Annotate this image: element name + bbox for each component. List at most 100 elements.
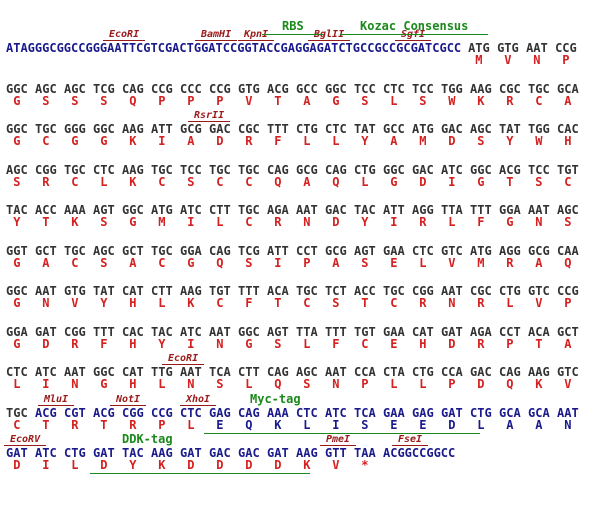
codon: GGA (6, 324, 28, 339)
amino-acid: S (361, 255, 369, 270)
amino-acid: G (13, 336, 21, 351)
restriction-site: BamHI (195, 30, 238, 41)
amino-acid: I (42, 458, 50, 472)
amino-acid: N (42, 296, 50, 310)
amino-acid: Y (506, 134, 514, 148)
codon: CGG (412, 284, 434, 298)
codon: TCC (412, 81, 434, 96)
amino-acid: C (71, 174, 79, 189)
codon: CTG (296, 122, 318, 136)
codon: GTC (557, 365, 579, 379)
codon: TCG (238, 243, 260, 258)
amino-acid: T (535, 336, 543, 351)
amino-acid: G (129, 215, 137, 229)
codon: CAG (267, 365, 289, 379)
amino-acid: D (477, 377, 485, 391)
amino-acid: A (332, 255, 340, 270)
codon: AAG (528, 365, 550, 379)
codon: ATC (325, 405, 347, 420)
amino-acid: L (13, 377, 21, 391)
codon: TCC (528, 162, 550, 177)
codon: GAA (383, 324, 405, 339)
amino-acid: P (158, 417, 166, 432)
amino-acid: M (419, 134, 427, 148)
tag-underline (90, 473, 310, 474)
tag-underline (204, 432, 480, 434)
amino-acid: Y (100, 296, 108, 310)
codon: CTC (296, 405, 318, 420)
amino-acid: C (71, 255, 79, 270)
amino-acid: T (42, 417, 50, 432)
amino-acid: S (13, 174, 21, 189)
codon: ATG (470, 243, 492, 258)
amino-acid: I (187, 215, 195, 229)
codon: GAC (238, 446, 260, 460)
amino-acid: I (332, 417, 340, 432)
codon: GAT (267, 446, 289, 460)
codon: ATG (151, 203, 173, 217)
amino-acid: R (477, 336, 485, 351)
restriction-site: FseI (392, 435, 429, 446)
codon: AAG (180, 284, 202, 298)
codon: CTA (383, 365, 405, 379)
amino-acid: R (71, 417, 79, 432)
amino-acid: I (42, 377, 50, 391)
codon: TCC (180, 162, 202, 177)
amino-acid: Y (158, 336, 166, 351)
amino-acid: M (475, 53, 483, 67)
amino-acid: E (390, 255, 398, 270)
amino-acid: G (13, 296, 21, 310)
amino-acid: L (332, 134, 340, 148)
amino-acid: K (477, 93, 485, 108)
amino-acid: G (390, 174, 398, 189)
amino-acid: Q (245, 417, 253, 432)
codon: GCA (499, 405, 521, 420)
amino-acid: P (562, 53, 570, 67)
amino-acid: L (100, 174, 108, 189)
restriction-site: MluI (38, 394, 75, 406)
codon: TAT (93, 284, 115, 298)
codon: ATC (180, 203, 202, 217)
codon: GAC (441, 122, 463, 136)
codon: GAT (35, 324, 57, 339)
amino-acid: R (71, 336, 79, 351)
amino-acid: N (533, 53, 541, 67)
codon: TGC (64, 243, 86, 258)
amino-acid: K (129, 174, 137, 189)
amino-acid: D (448, 336, 456, 351)
amino-acid: T (361, 296, 369, 310)
amino-acid: V (71, 296, 79, 310)
amino-acid: S (361, 93, 369, 108)
codon: GAT (6, 446, 28, 460)
codon: AAG (470, 81, 492, 96)
amino-acid: R (274, 215, 282, 229)
codon: TTT (267, 122, 289, 136)
amino-acid: S (564, 215, 572, 229)
amino-acid: V (564, 377, 572, 391)
codon: GGC (122, 203, 144, 217)
codon: TGT (209, 284, 231, 298)
amino-acid: H (564, 134, 572, 148)
codon: CTT (151, 284, 173, 298)
codon: GCG (296, 162, 318, 177)
codon: GAA (383, 243, 405, 258)
codon: TCT (325, 284, 347, 298)
codon: TTA (441, 203, 463, 217)
codon: AGC (64, 81, 86, 96)
codon: CTC (93, 162, 115, 177)
amino-acid: E (419, 417, 427, 432)
codon: CTG (470, 405, 492, 420)
codon: CAG (267, 162, 289, 177)
codon: ATG (468, 41, 490, 55)
codon: CCG (151, 81, 173, 96)
codon: CCA (441, 365, 463, 379)
amino-acid: G (13, 255, 21, 270)
codon: CGC (470, 284, 492, 298)
amino-acid: L (390, 93, 398, 108)
amino-acid: Q (216, 255, 224, 270)
codon: ACG (267, 81, 289, 96)
amino-acid: D (100, 458, 108, 472)
amino-acid: N (535, 215, 543, 229)
codon: CTT (209, 203, 231, 217)
